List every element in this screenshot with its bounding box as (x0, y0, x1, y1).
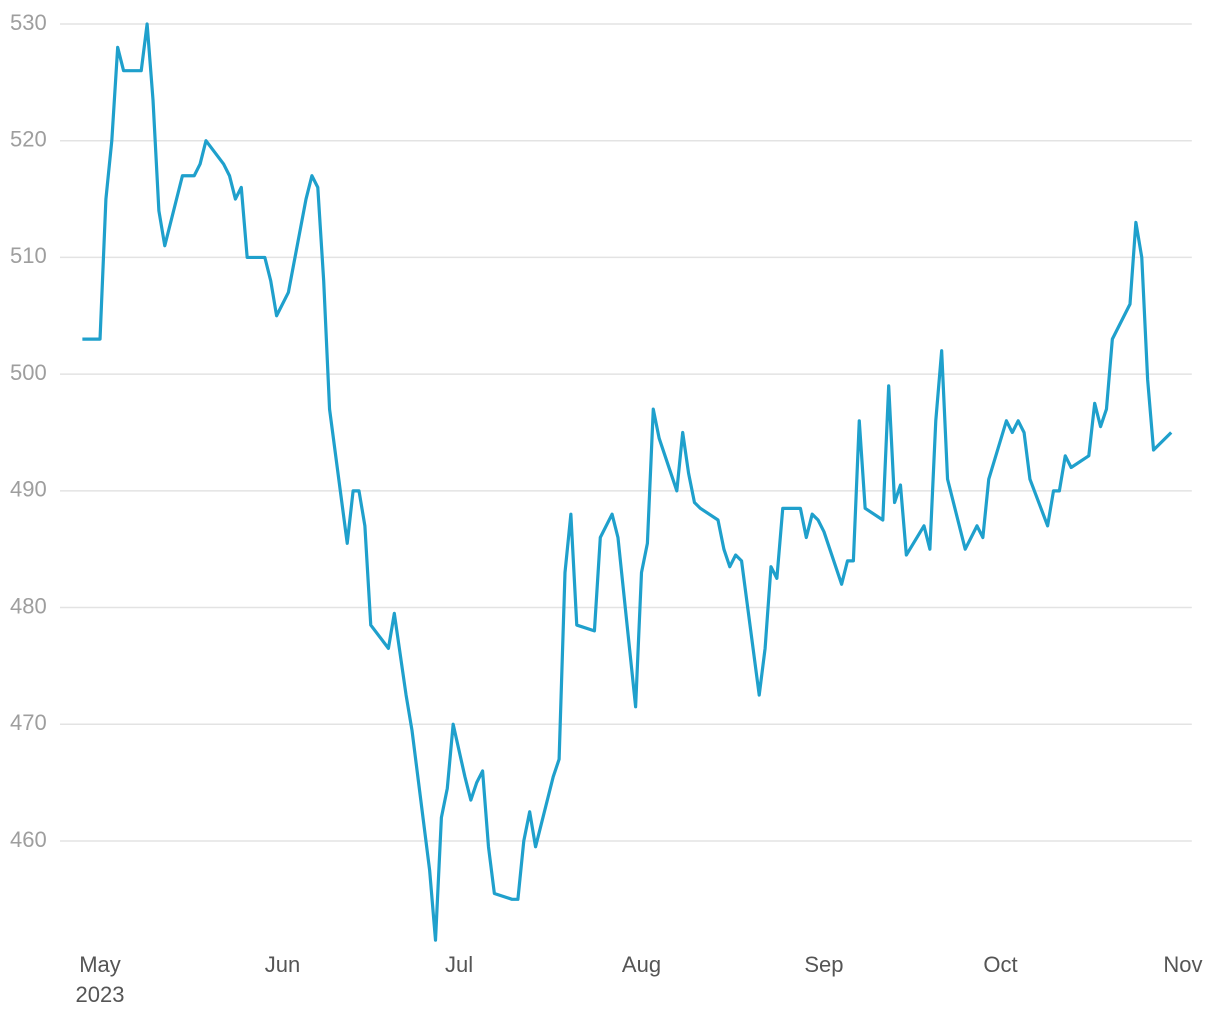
y-tick-label: 520 (10, 127, 47, 152)
x-tick-label: Sep (804, 952, 843, 977)
x-tick-label: Nov (1163, 952, 1202, 977)
x-tick-label: Aug (622, 952, 661, 977)
x-tick-label: Jun (265, 952, 300, 977)
y-tick-label: 480 (10, 593, 47, 618)
x-tick-label: Jul (445, 952, 473, 977)
y-tick-label: 460 (10, 827, 47, 852)
y-tick-label: 510 (10, 243, 47, 268)
x-tick-label: May (79, 952, 121, 977)
x-tick-sublabel: 2023 (76, 982, 125, 1007)
line (82, 22, 1173, 942)
y-tick-label: 530 (10, 10, 47, 35)
x-tick-label: Oct (983, 952, 1017, 977)
y-tick-label: 500 (10, 360, 47, 385)
y-tick-label: 470 (10, 710, 47, 735)
y-tick-label: 490 (10, 477, 47, 502)
